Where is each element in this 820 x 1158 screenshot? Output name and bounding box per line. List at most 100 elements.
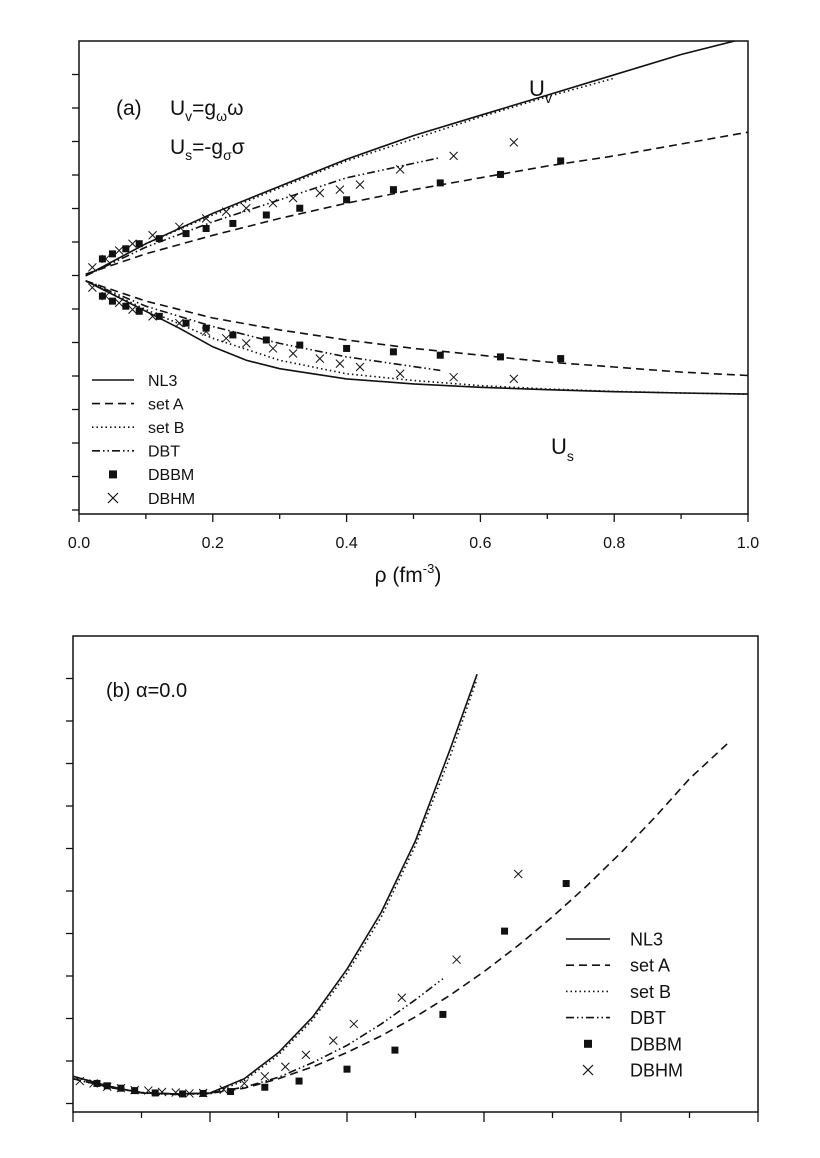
point-dbhm — [397, 993, 407, 1003]
y-ticks-b — [66, 677, 73, 1105]
point-dbbm-us — [557, 355, 565, 363]
point-dbhm — [75, 1076, 85, 1086]
point-dbbm-us — [108, 297, 116, 305]
line-set-b-us — [85, 280, 748, 395]
legend-item-set-a: set A — [92, 396, 184, 413]
legend-marker-square — [584, 1039, 592, 1048]
legend-item-dbbm: DBBM — [584, 1034, 682, 1054]
legend-label: set A — [148, 396, 184, 413]
legend-item-nl3: NL3 — [566, 929, 663, 949]
point-dbhm-uv — [241, 203, 251, 213]
legend-label: set A — [630, 956, 670, 976]
x-ticks-b — [72, 1112, 759, 1122]
legend-item-set-b: set B — [92, 420, 184, 437]
point-dbhm — [130, 1085, 140, 1095]
point-dbhm-us — [148, 312, 157, 321]
point-dbbm — [391, 1046, 399, 1054]
line-set-b-uv — [85, 77, 615, 277]
point-dbhm-uv — [509, 138, 519, 147]
point-dbhm-uv — [335, 185, 345, 195]
point-dbbm-us — [389, 348, 397, 356]
point-dbhm-us — [241, 339, 251, 348]
line-dbt — [73, 978, 444, 1096]
point-dbbm — [562, 880, 570, 888]
point-dbhm-us — [114, 298, 124, 308]
point-dbbm-uv — [135, 240, 143, 248]
legend-item-dbbm: DBBM — [109, 467, 194, 484]
line-set-a-uv — [85, 131, 748, 275]
legend-marker-x — [582, 1064, 594, 1076]
point-dbbm-us — [343, 344, 351, 352]
point-dbbm-us — [135, 307, 143, 315]
point-dbbm-us — [436, 351, 444, 359]
point-dbhm-uv — [128, 239, 137, 249]
x-tick-label: 1.0 — [737, 535, 759, 552]
legend-label: DBT — [630, 1008, 666, 1028]
line-dbt-us — [85, 280, 441, 372]
point-dbhm-us — [509, 374, 519, 384]
panel-label-a: (a) — [116, 97, 142, 120]
legend-b: NL3 set A set B DBT DBBM DBHM — [566, 929, 683, 1080]
panel-b: (b) α=0.0 NL3 set A set B DBT DBBM DBHM — [66, 635, 759, 1122]
point-dbhm — [89, 1079, 98, 1088]
point-dbhm-us — [128, 305, 137, 314]
line-set-b — [73, 678, 478, 1096]
point-dbhm-us — [335, 359, 345, 369]
point-dbhm-uv — [221, 207, 231, 216]
legend-label: DBBM — [148, 467, 194, 484]
point-dbhm-us — [268, 344, 278, 353]
legend-label: DBBM — [630, 1034, 682, 1054]
point-dbhm — [143, 1086, 153, 1095]
point-dbhm — [301, 1050, 311, 1060]
legend-item-dbt: DBT — [92, 444, 180, 461]
point-dbhm — [260, 1071, 270, 1081]
legend-item-dbhm: DBHM — [582, 1060, 683, 1080]
point-dbhm-us — [88, 283, 97, 292]
point-dbbm — [179, 1090, 187, 1098]
point-dbhm — [239, 1079, 249, 1088]
point-dbbm — [501, 927, 509, 935]
point-dbbm-uv — [155, 235, 163, 243]
point-dbbm — [151, 1089, 159, 1097]
line-nl3 — [73, 673, 478, 1095]
point-dbhm — [198, 1088, 208, 1098]
line-nl3-us — [85, 280, 748, 395]
x-ticks-a: 0.0 0.2 0.4 0.6 0.8 1.0 — [68, 514, 759, 552]
legend-label: set B — [630, 982, 671, 1002]
point-dbbm-uv — [122, 245, 130, 253]
point-dbhm-uv — [201, 214, 211, 223]
line-dbt-uv — [85, 156, 441, 277]
point-dbbm — [227, 1088, 235, 1096]
point-dbbm-uv — [229, 219, 237, 227]
point-dbbm — [343, 1065, 351, 1073]
point-dbbm-uv — [262, 211, 270, 219]
point-dbhm — [102, 1082, 112, 1092]
point-dbbm-us — [296, 341, 304, 349]
legend-label: set B — [148, 420, 184, 437]
point-dbhm-us — [315, 354, 325, 363]
x-tick-label: 0.8 — [603, 535, 625, 552]
point-dbhm-uv — [174, 222, 184, 232]
y-ticks-a — [72, 73, 79, 511]
point-dbhm-uv — [288, 193, 298, 203]
point-dbhm — [452, 955, 461, 965]
series-group-b — [73, 673, 732, 1098]
point-dbbm-us — [496, 353, 504, 361]
point-dbbm-uv — [296, 204, 304, 212]
point-dbhm — [219, 1085, 229, 1094]
point-dbbm-us — [229, 331, 237, 339]
equation-vector: Uv=gωω — [170, 97, 243, 124]
point-dbbm-uv — [108, 250, 116, 258]
point-dbbm — [261, 1083, 269, 1091]
x-tick-label: 0.6 — [469, 535, 491, 552]
equation-scalar: Us=-gσσ — [170, 136, 245, 163]
point-dbhm — [280, 1062, 290, 1072]
legend-label: DBT — [148, 444, 180, 461]
point-dbhm-uv — [88, 263, 97, 272]
point-dbhm-uv — [395, 165, 405, 174]
legend-label: DBHM — [630, 1060, 683, 1080]
point-dbhm-us — [355, 362, 365, 372]
label-uv: Uv — [529, 76, 552, 106]
point-dbbm-uv — [98, 255, 106, 263]
